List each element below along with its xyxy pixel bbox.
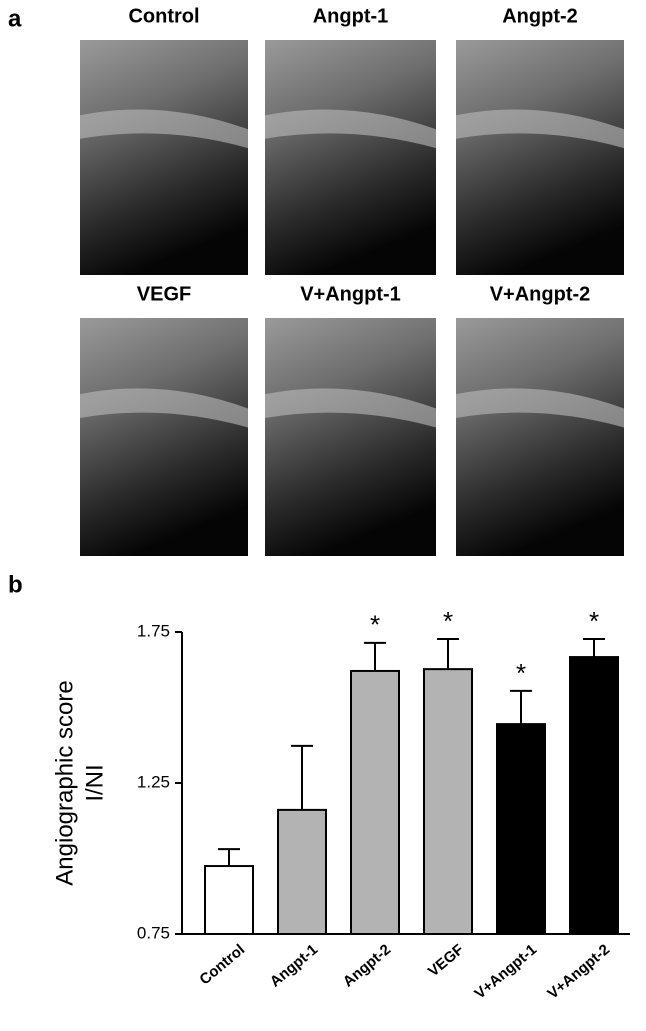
bone-shadow bbox=[80, 388, 248, 428]
significance-mark: * bbox=[516, 658, 526, 688]
angiogram-image bbox=[265, 318, 436, 556]
bone-shadow bbox=[265, 109, 436, 149]
image-label: Angpt-2 bbox=[502, 5, 578, 27]
angiogram-image bbox=[265, 40, 436, 275]
y-tick-label: 1.25 bbox=[137, 772, 170, 791]
x-tick-label: VEGF bbox=[425, 941, 467, 980]
bar bbox=[496, 723, 546, 935]
x-tick-label: V+Angpt-2 bbox=[544, 941, 613, 1003]
bar bbox=[423, 668, 473, 935]
x-tick-label: Control bbox=[196, 941, 248, 988]
image-label: VEGF bbox=[137, 283, 191, 305]
panel-label: b bbox=[8, 571, 23, 598]
y-axis-label: Angiographic score bbox=[51, 680, 78, 885]
image-label: Control bbox=[128, 5, 199, 27]
x-tick-label: Angpt-2 bbox=[340, 941, 394, 990]
angiogram-image bbox=[456, 40, 624, 275]
x-tick-label: Angpt-1 bbox=[267, 941, 321, 990]
x-tick-label: V+Angpt-1 bbox=[471, 941, 540, 1003]
angiogram-image bbox=[456, 318, 624, 556]
bone-shadow bbox=[80, 109, 248, 149]
image-label: V+Angpt-1 bbox=[300, 283, 401, 305]
bar bbox=[204, 865, 254, 935]
significance-mark: * bbox=[589, 606, 599, 636]
significance-mark: * bbox=[443, 606, 453, 636]
y-tick-label: 1.75 bbox=[137, 621, 170, 640]
y-tick-label: 0.75 bbox=[137, 923, 170, 942]
bar bbox=[277, 808, 327, 935]
angiogram-image bbox=[80, 40, 248, 275]
bone-shadow bbox=[456, 109, 624, 149]
bar bbox=[569, 656, 619, 935]
y-axis-label: I/NI bbox=[81, 764, 108, 801]
image-label: V+Angpt-2 bbox=[490, 283, 591, 305]
angiogram-image bbox=[80, 318, 248, 556]
bone-shadow bbox=[456, 388, 624, 428]
panel-label: a bbox=[8, 5, 22, 32]
significance-mark: * bbox=[370, 610, 380, 640]
bar bbox=[350, 669, 400, 935]
image-label: Angpt-1 bbox=[313, 5, 389, 27]
bone-shadow bbox=[265, 388, 436, 428]
